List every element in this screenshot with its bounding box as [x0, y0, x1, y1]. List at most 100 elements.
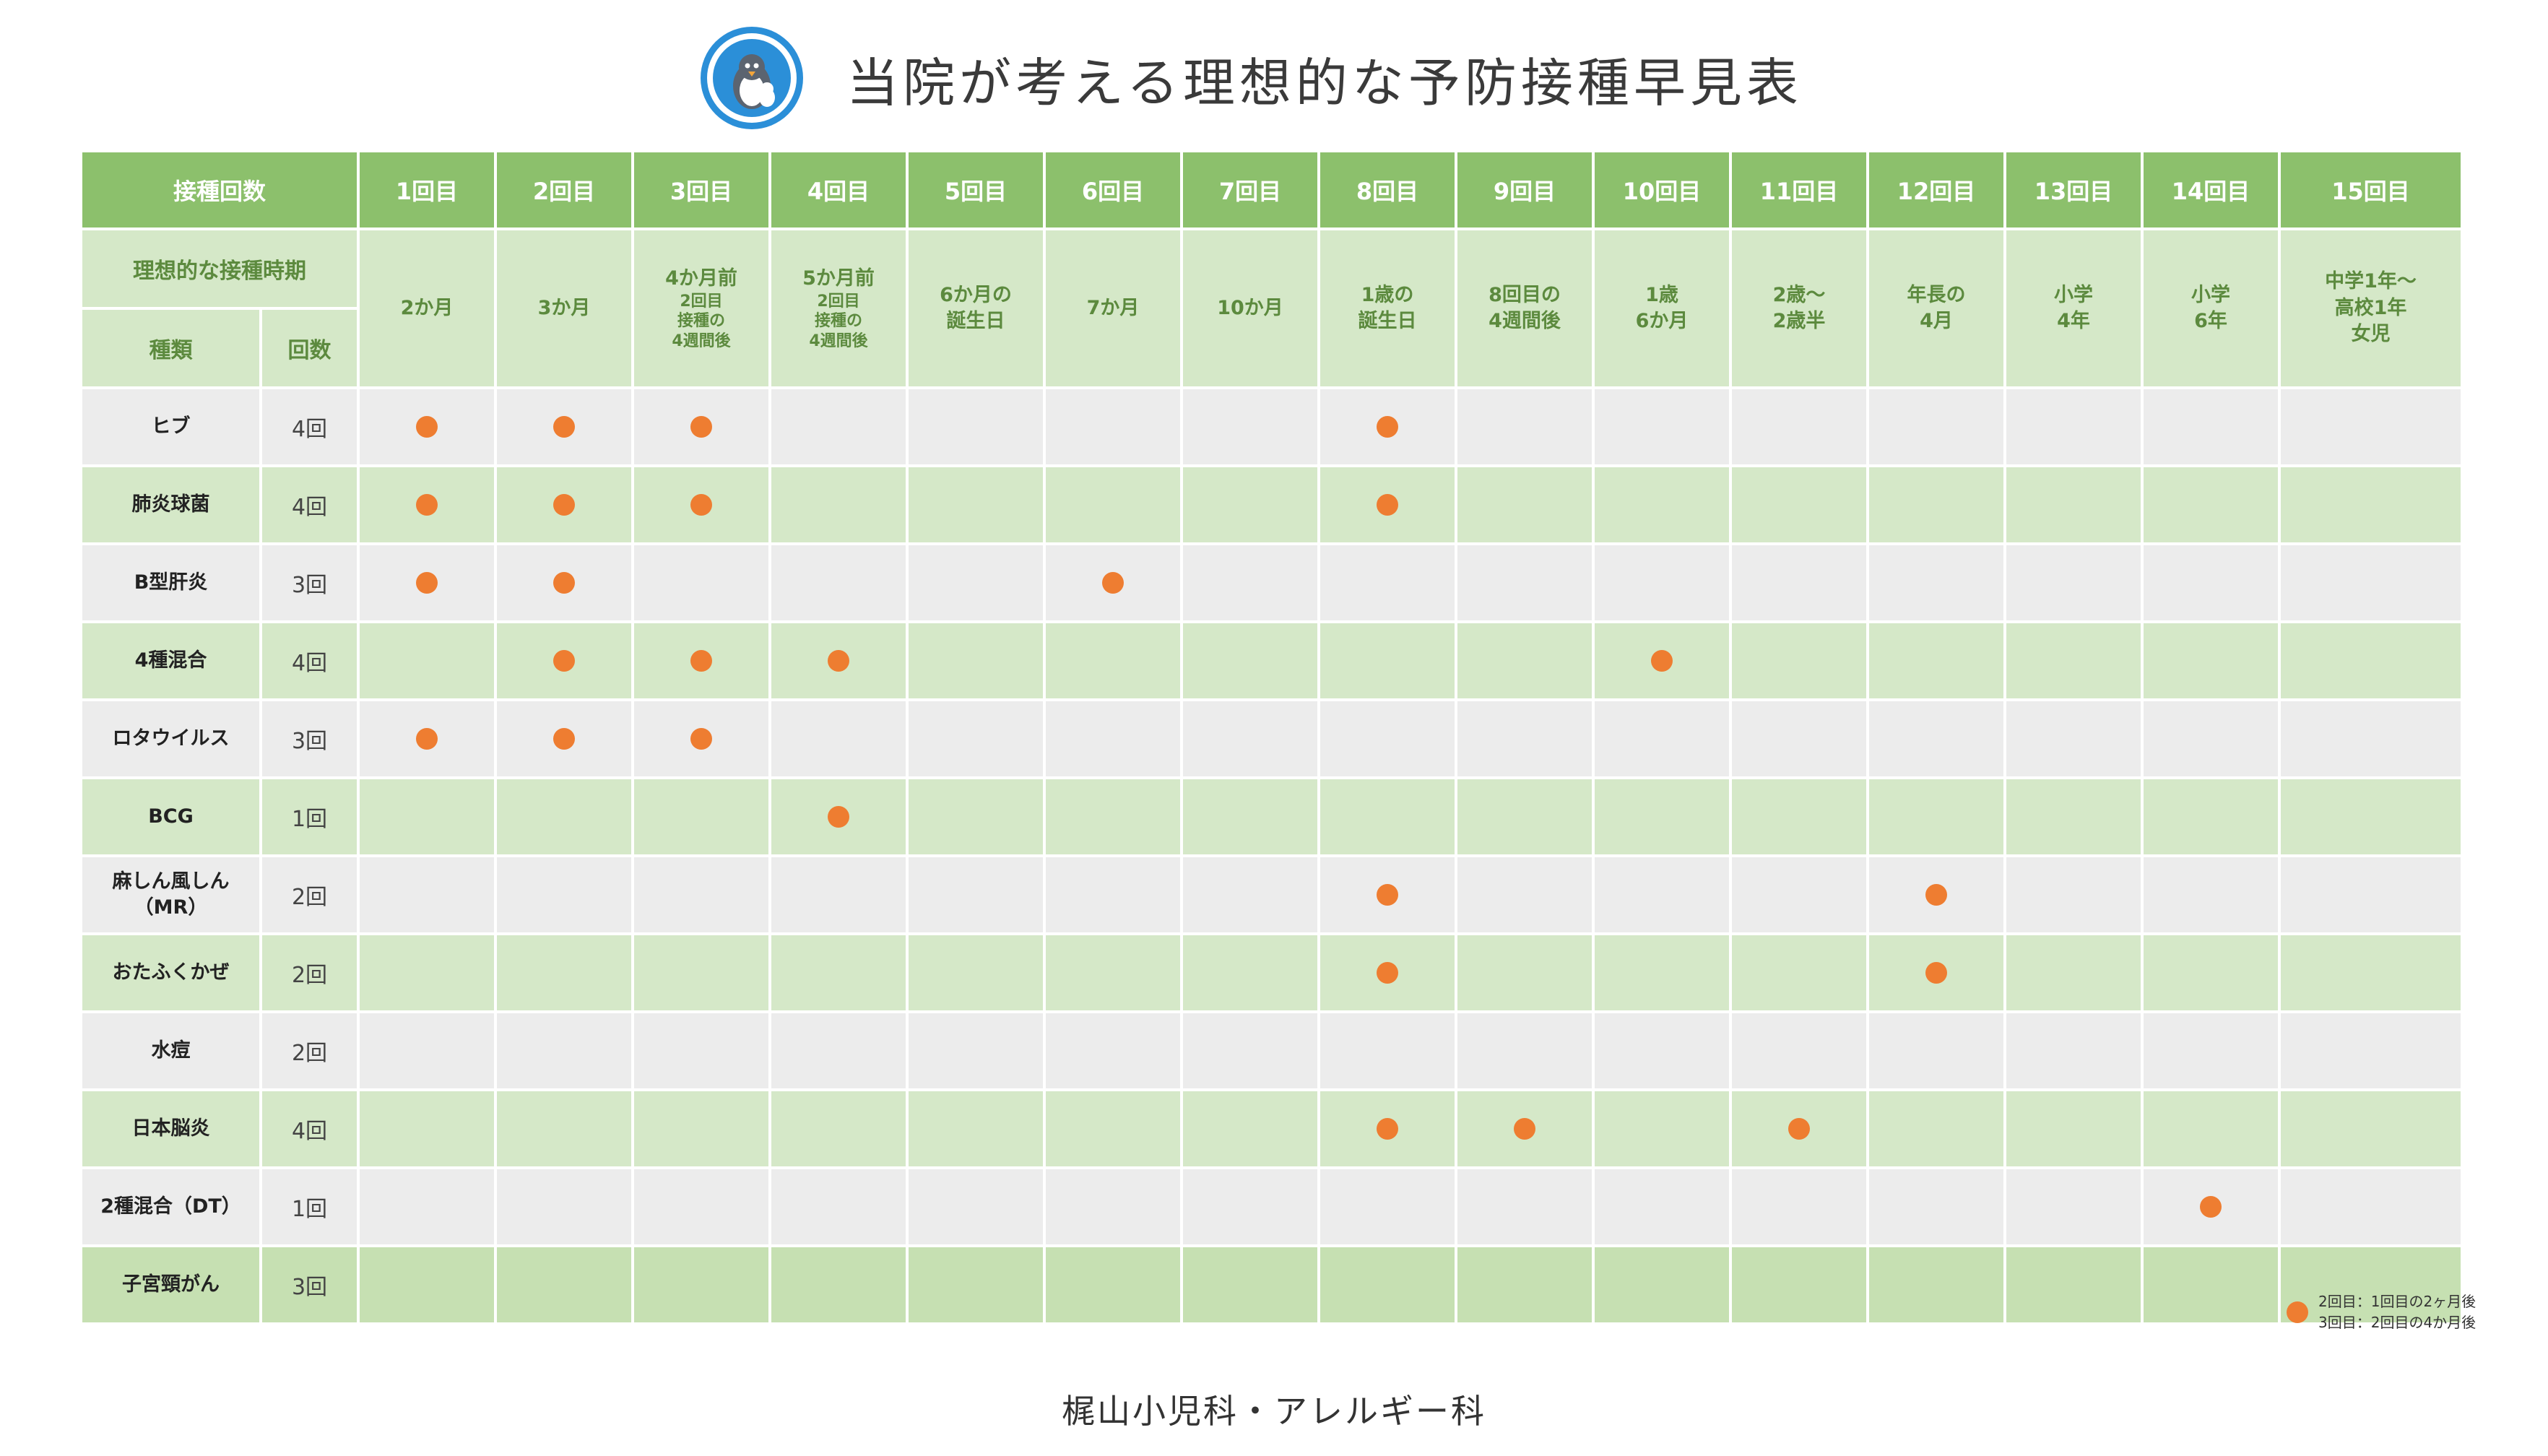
schedule-cell [2278, 1166, 2464, 1247]
schedule-cell [357, 620, 497, 701]
schedule-cell [1729, 854, 1869, 935]
schedule-cell [357, 1088, 497, 1169]
count-header: 回数 [259, 307, 360, 389]
schedule-cell [1317, 932, 1457, 1013]
dose-column-header: 7回目 [1180, 150, 1320, 230]
vaccine-dose-count: 3回 [259, 542, 360, 623]
schedule-cell [1729, 698, 1869, 779]
schedule-cell [906, 1088, 1046, 1169]
timing-text: 中学1年～ 高校1年 女児 [2325, 270, 2417, 346]
vaccine-name: 日本脳炎 [79, 1088, 262, 1169]
schedule-cell [1866, 542, 2006, 623]
vaccination-schedule-table: 接種回数 1回目 2回目 3回目 4回目 5回目 6回目 7回目 8回目 9回目 10回目 11回目 1… [79, 150, 2464, 1325]
dose-dot-icon [1651, 650, 1673, 672]
timing-text: 小学 4年 [2054, 283, 2093, 332]
schedule-cell [1043, 854, 1183, 935]
dose-dot-icon [553, 494, 575, 516]
timing-text: 5か月前 [802, 266, 875, 290]
schedule-cell [2003, 542, 2144, 623]
schedule-cell [768, 776, 909, 857]
schedule-cell [357, 386, 497, 467]
dose-dot-icon [828, 650, 849, 672]
dose-dot-icon [416, 416, 438, 438]
timing-cell: 5か月前 2回目 接種の 4週間後 [768, 228, 909, 389]
dose-dot-icon [416, 494, 438, 516]
schedule-cell [1866, 776, 2006, 857]
schedule-cell [1180, 698, 1320, 779]
schedule-cell [2141, 1088, 2281, 1169]
schedule-cell [2278, 464, 2464, 545]
dose-dot-icon [828, 806, 849, 828]
dose-dot-icon [1377, 962, 1398, 984]
schedule-cell [1180, 620, 1320, 701]
schedule-cell [1455, 776, 1595, 857]
schedule-cell [1043, 698, 1183, 779]
timing-text: 4か月前 [665, 266, 737, 290]
vaccine-name: 子宮頸がん [79, 1244, 262, 1325]
clinic-name-footer: 梶山小児科・アレルギー科 [1062, 1392, 1486, 1431]
schedule-cell [357, 542, 497, 623]
schedule-cell [1729, 464, 1869, 545]
dose-dot-icon [1102, 572, 1124, 594]
schedule-cell [1455, 698, 1595, 779]
schedule-cell [1455, 1244, 1595, 1325]
schedule-cell [494, 932, 634, 1013]
dose-column-header: 13回目 [2003, 150, 2144, 230]
timing-text: 小学 6年 [2191, 283, 2230, 332]
dose-dot-icon [690, 728, 712, 750]
schedule-cell [906, 932, 1046, 1013]
timing-text: 1歳の 誕生日 [1358, 283, 1417, 332]
schedule-cell [1455, 542, 1595, 623]
dose-dot-icon [1514, 1118, 1535, 1140]
dose-column-header: 12回目 [1866, 150, 2006, 230]
schedule-cell [768, 1010, 909, 1091]
schedule-cell [631, 1244, 771, 1325]
dose-dot-icon [553, 728, 575, 750]
dose-count-header: 接種回数 [79, 150, 360, 230]
timing-cell: 4か月前 2回目 接種の 4週間後 [631, 228, 771, 389]
schedule-cell [768, 698, 909, 779]
schedule-cell [357, 1010, 497, 1091]
schedule-cell [2003, 698, 2144, 779]
schedule-cell [1729, 1088, 1869, 1169]
schedule-cell [1455, 620, 1595, 701]
schedule-cell [494, 776, 634, 857]
schedule-cell [494, 464, 634, 545]
schedule-cell [768, 1088, 909, 1169]
timing-text: 2歳～ 2歳半 [1772, 283, 1826, 332]
schedule-cell [631, 1010, 771, 1091]
schedule-cell [1317, 386, 1457, 467]
dose-column-header: 3回目 [631, 150, 771, 230]
vaccine-dose-count: 2回 [259, 932, 360, 1013]
dose-dot-icon [1377, 884, 1398, 906]
schedule-cell [1866, 1088, 2006, 1169]
schedule-cell [2003, 1244, 2144, 1325]
schedule-cell [2141, 1166, 2281, 1247]
timing-cell: 7か月 [1043, 228, 1183, 389]
vaccine-row: ロタウイルス 3回 [79, 698, 2464, 779]
dose-column-header: 14回目 [2141, 150, 2281, 230]
schedule-cell [2141, 542, 2281, 623]
schedule-cell [494, 1166, 634, 1247]
schedule-cell [357, 1166, 497, 1247]
schedule-cell [2278, 1010, 2464, 1091]
schedule-cell [2141, 620, 2281, 701]
schedule-cell [1729, 386, 1869, 467]
schedule-cell [2141, 932, 2281, 1013]
header-row: 接種回数 1回目 2回目 3回目 4回目 5回目 6回目 7回目 8回目 9回目 10回目 11回目 1… [79, 150, 2464, 230]
timing-cell: 年長の 4月 [1866, 228, 2006, 389]
schedule-cell [906, 776, 1046, 857]
vaccine-row: 麻しん風しん （MR） 2回 [79, 854, 2464, 935]
schedule-cell [768, 620, 909, 701]
dose-dot-icon [1377, 416, 1398, 438]
vaccine-row: BCG 1回 [79, 776, 2464, 857]
timing-text: 2か月 [400, 296, 454, 319]
schedule-cell [494, 620, 634, 701]
clinic-logo [701, 27, 803, 129]
schedule-cell [1592, 698, 1732, 779]
schedule-cell [2278, 776, 2464, 857]
schedule-cell [1866, 1166, 2006, 1247]
schedule-cell [1592, 776, 1732, 857]
vaccine-name: 水痘 [79, 1010, 262, 1091]
dose-dot-icon [553, 572, 575, 594]
